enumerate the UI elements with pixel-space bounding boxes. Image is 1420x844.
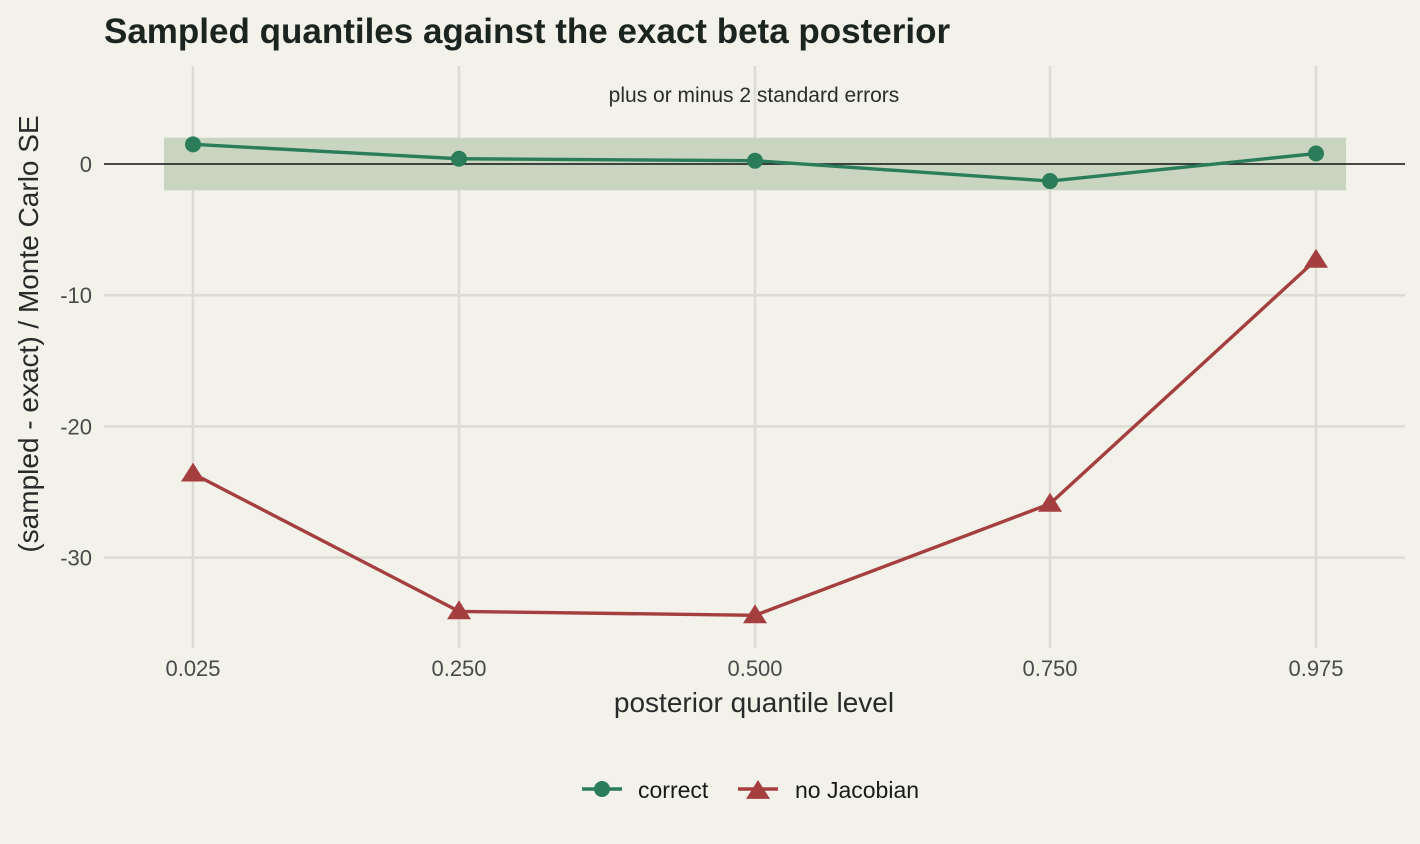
point-no-jacobian-2 (743, 604, 767, 624)
point-correct-4 (1308, 145, 1324, 162)
axis-labels: 0.025 0.250 0.500 0.750 0.975 0 -10 -20 -30 (60, 152, 1343, 681)
legend: correct no Jacobian (582, 777, 919, 803)
x-tick-label-4: 0.975 (1288, 656, 1343, 681)
point-correct-0 (185, 136, 201, 153)
legend-label-no-jacobian: no Jacobian (795, 777, 919, 803)
band-annotation: plus or minus 2 standard errors (609, 84, 900, 107)
legend-label-correct: correct (638, 777, 709, 803)
series-layer (181, 136, 1328, 624)
x-tick-label-0: 0.025 (165, 656, 220, 681)
y-tick-label-0: 0 (80, 152, 92, 177)
x-tick-label-1: 0.250 (431, 656, 486, 681)
y-axis-title: (sampled - exact) / Monte Carlo SE (13, 115, 44, 552)
point-no-jacobian-4 (1304, 248, 1328, 268)
point-correct-2 (747, 152, 763, 169)
x-axis-title: posterior quantile level (614, 687, 894, 718)
legend-marker-no-jacobian (746, 780, 770, 799)
point-no-jacobian-1 (447, 600, 471, 620)
legend-marker-correct (594, 781, 610, 797)
point-no-jacobian-3 (1038, 492, 1062, 512)
y-tick-label-1: -10 (60, 283, 92, 308)
y-tick-label-3: -30 (60, 546, 92, 571)
point-no-jacobian-0 (181, 462, 205, 482)
series-no-jacobian (181, 248, 1328, 624)
legend-item-no-jacobian: no Jacobian (738, 777, 919, 803)
chart-title: Sampled quantiles against the exact beta… (104, 12, 950, 51)
point-correct-3 (1042, 173, 1058, 190)
point-correct-1 (451, 150, 467, 167)
x-tick-label-2: 0.500 (727, 656, 782, 681)
x-tick-label-3: 0.750 (1022, 656, 1077, 681)
y-tick-label-2: -20 (60, 414, 92, 439)
legend-item-correct: correct (582, 777, 709, 803)
series-correct (185, 136, 1324, 190)
